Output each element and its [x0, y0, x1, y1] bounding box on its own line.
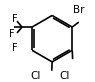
Text: F: F	[9, 29, 15, 39]
Text: Cl: Cl	[59, 71, 70, 81]
Text: Cl: Cl	[31, 71, 41, 81]
Text: F: F	[12, 14, 18, 24]
Text: Br: Br	[73, 5, 85, 15]
Text: F: F	[12, 43, 18, 53]
